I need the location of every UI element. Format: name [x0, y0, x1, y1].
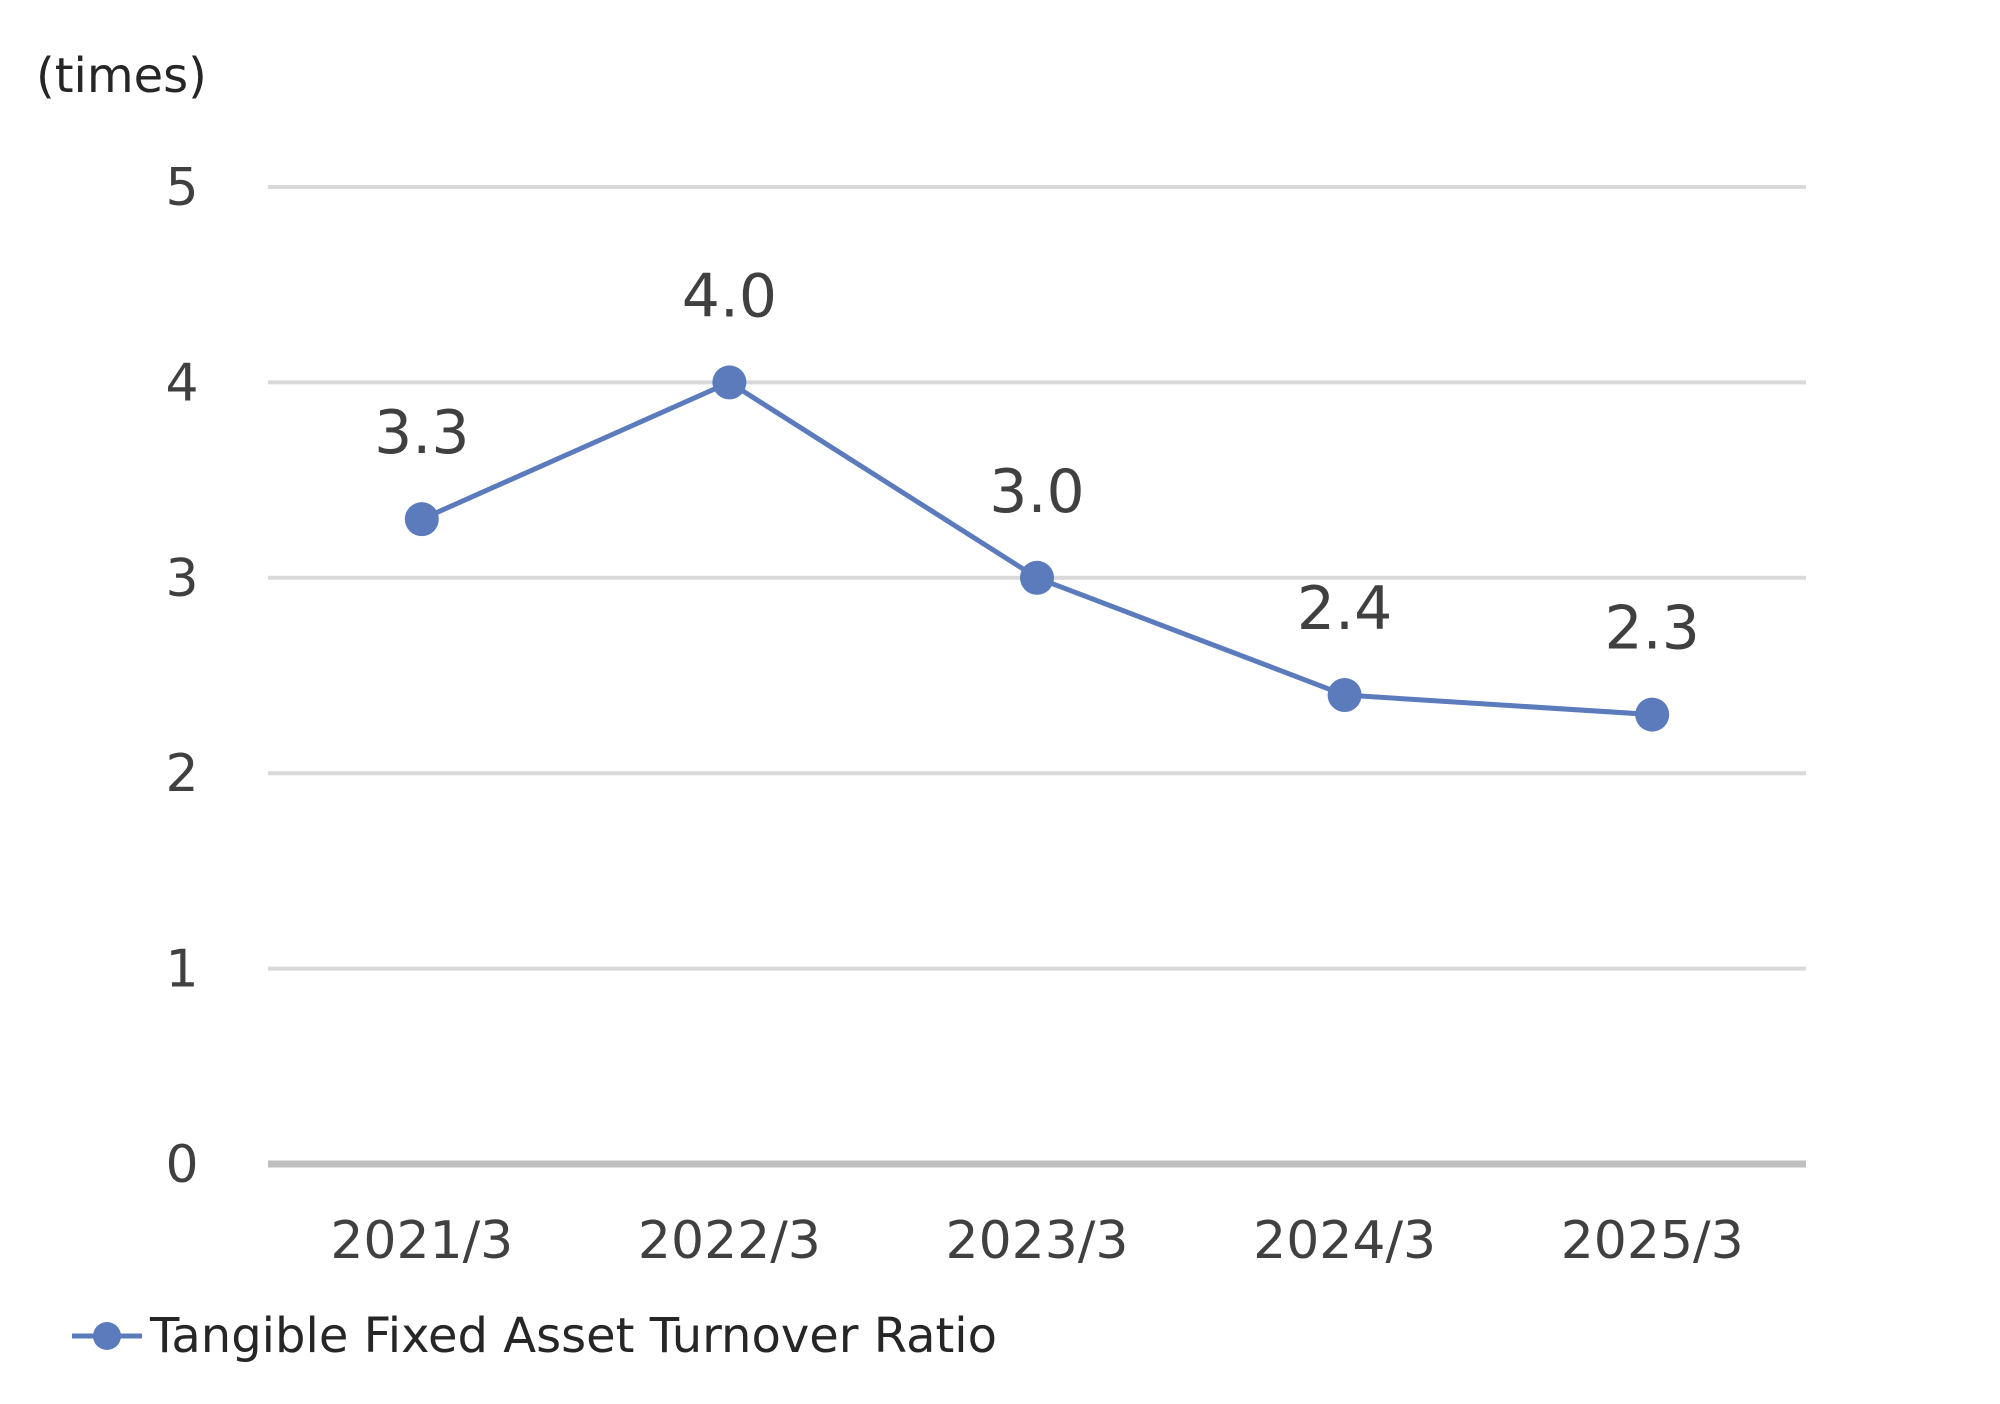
data-label-layer: 3.3 4.0 3.0 2.4 2.3 [374, 261, 1700, 663]
legend-series-marker [93, 1322, 121, 1350]
data-point-marker [404, 502, 439, 537]
data-point-marker [1327, 678, 1362, 713]
data-point-marker [1020, 560, 1054, 595]
x-axis-ticks: 2021/3 2022/3 2023/3 2024/3 2025/3 [330, 1211, 1743, 1271]
x-tick-label: 2025/3 [1561, 1211, 1744, 1271]
y-tick-label: 0 [165, 1135, 198, 1195]
x-tick-label: 2022/3 [638, 1211, 821, 1271]
y-axis-unit-label: (times) [36, 48, 207, 104]
legend-series-label: Tangible Fixed Asset Turnover Ratio [149, 1308, 997, 1364]
series-line [420, 379, 1653, 718]
y-tick-label: 5 [165, 158, 198, 218]
y-tick-label: 4 [165, 353, 198, 413]
series-layer [404, 365, 1670, 732]
x-tick-label: 2024/3 [1253, 1211, 1436, 1271]
y-tick-label: 2 [165, 744, 198, 804]
data-label: 3.0 [989, 457, 1084, 527]
data-label: 2.4 [1297, 574, 1392, 644]
data-label: 4.0 [682, 261, 777, 331]
y-axis-ticks: 0 1 2 3 4 5 [165, 158, 198, 1195]
y-tick-label: 3 [165, 549, 198, 609]
data-label: 2.3 [1604, 594, 1699, 664]
x-tick-label: 2021/3 [330, 1211, 513, 1271]
x-tick-label: 2023/3 [946, 1211, 1129, 1271]
data-point-marker [712, 365, 747, 400]
y-tick-label: 1 [165, 940, 198, 1000]
grid-layer [268, 185, 1806, 1168]
legend: Tangible Fixed Asset Turnover Ratio [72, 1308, 997, 1364]
data-point-marker [1635, 697, 1670, 732]
data-label: 3.3 [374, 398, 469, 468]
